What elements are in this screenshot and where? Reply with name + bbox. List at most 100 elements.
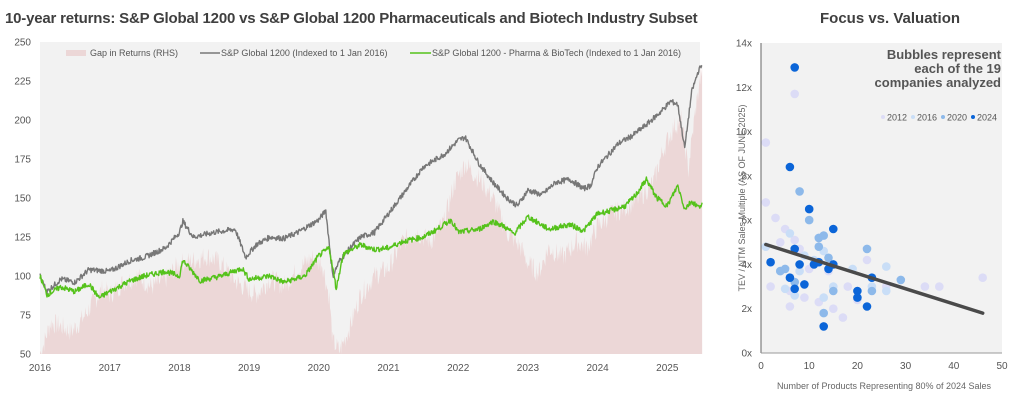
right-y-tick-label: 10x [736, 127, 752, 138]
line-global-1200 [39, 64, 703, 295]
left-y-tick-label: 225 [14, 77, 31, 88]
scatter-point-2020 [814, 242, 824, 251]
right-legend: 2012 2016 2020 2024 [881, 113, 997, 123]
legend-marker-2020 [941, 115, 945, 119]
scatter-point-2020 [780, 264, 790, 274]
left-y-tick-label: 100 [14, 272, 31, 283]
left-x-tick-label: 2022 [447, 363, 470, 374]
line-pharma-biotech [39, 176, 703, 299]
scatter-point-2012 [790, 235, 799, 245]
right-y-axis-label: TEV / NTM Sales Multiple (AS OF JUNE 202… [737, 104, 747, 291]
legend-marker-2024 [971, 115, 975, 119]
right-y-tick-label: 4x [741, 260, 752, 271]
scatter-point-2020 [862, 244, 872, 254]
legend-label-2012: 2012 [887, 113, 907, 123]
scatter-point-2012 [843, 282, 853, 291]
left-x-tick-label: 2024 [586, 363, 609, 374]
right-y-tick-label: 0x [741, 349, 752, 360]
left-x-tick-label: 2025 [656, 363, 679, 374]
right-x-tick-label: 40 [948, 361, 960, 372]
legend-label-2020: 2020 [947, 113, 967, 123]
right-x-tick-label: 20 [852, 361, 864, 372]
scatter-point-2024 [790, 284, 799, 294]
legend-label-2024: 2024 [977, 113, 997, 123]
left-y-tick-label: 50 [20, 350, 32, 361]
right-x-tick-label: 0 [758, 361, 764, 372]
scatter-point-2012 [935, 282, 944, 291]
legend-label-pharma: S&P Global 1200 - Pharma & BioTech (Inde… [432, 48, 681, 58]
right-y-tick-label: 2x [741, 304, 752, 315]
left-legend: Gap in Returns (RHS) S&P Global 1200 (In… [66, 48, 681, 58]
legend-label-gap: Gap in Returns (RHS) [90, 48, 178, 58]
scatter-point-2016 [780, 284, 790, 294]
legend-swatch-gap [66, 50, 86, 56]
scatter-point-2024 [804, 204, 814, 214]
scatter-point-2016 [790, 291, 799, 300]
right-y-axis: 0x 2x 4x 6x 8x 10x 12x 14x [736, 39, 752, 360]
left-x-tick-label: 2020 [308, 363, 331, 374]
scatter-point-2012 [776, 238, 785, 247]
scatter-point-2016 [785, 229, 795, 238]
right-y-tick-label: 6x [741, 216, 752, 227]
left-x-tick-label: 2016 [29, 363, 52, 374]
scatter-point-2020 [824, 253, 833, 263]
gap-area-layer [40, 65, 703, 355]
left-x-tick-label: 2023 [517, 363, 540, 374]
scatter-point-2024 [790, 63, 799, 72]
right-x-tick-label: 50 [996, 361, 1008, 372]
left-x-tick-label: 2018 [168, 363, 191, 374]
right-x-axis-label: Number of Products Representing 80% of 2… [777, 381, 992, 391]
lines-layer [39, 64, 703, 299]
scatter-point-2012 [761, 138, 771, 147]
left-chart-title: 10-year returns: S&P Global 1200 vs S&P … [5, 10, 698, 27]
left-x-tick-label: 2021 [377, 363, 400, 374]
scatter-point-2012 [920, 282, 930, 291]
left-x-tick-label: 2017 [99, 363, 122, 374]
annotation-line-1: Bubbles represent [887, 47, 1002, 62]
scatter-point-2012 [785, 302, 795, 311]
scatter-point-2012 [862, 255, 872, 265]
gap-area [40, 65, 703, 355]
scatter-point-2024 [862, 302, 872, 311]
legend-label-global: S&P Global 1200 (Indexed to 1 Jan 2016) [221, 48, 387, 58]
scatter-point-2024 [785, 273, 795, 283]
scatter-point-2012 [838, 313, 848, 322]
legend-marker-2016 [911, 115, 915, 119]
scatter-point-2024 [766, 257, 775, 267]
left-y-tick-label: 75 [20, 311, 32, 322]
scatter-point-2020 [829, 286, 838, 296]
scatter-point-2024 [795, 260, 804, 269]
scatter-point-2012 [800, 293, 809, 302]
scatter-point-2020 [896, 275, 906, 285]
scatter-point-2016 [882, 286, 891, 296]
scatter-point-2012 [761, 198, 771, 207]
scatter-point-2016 [882, 262, 891, 271]
scatter-point-2024 [800, 280, 809, 289]
scatter-point-2024 [853, 286, 862, 296]
scatter-point-2024 [853, 293, 862, 302]
left-y-tick-label: 175 [14, 155, 31, 166]
right-x-tick-label: 10 [804, 361, 816, 372]
scatter-point-2020 [867, 286, 877, 296]
scatter-point-2024 [829, 224, 838, 234]
left-y-tick-label: 150 [14, 194, 31, 205]
right-x-tick-label: 30 [900, 361, 912, 372]
right-y-tick-label: 12x [736, 83, 752, 94]
left-x-axis: 2016 2017 2018 2019 2020 2021 2022 2023 2024 2025 [29, 363, 679, 374]
scatter-chart: 0x 2x 4x 6x 8x 10x 12x 14x 0 10 20 30 40 50 Bubbles … [736, 39, 1008, 392]
legend-marker-2012 [881, 115, 885, 119]
scatter-point-2020 [804, 215, 814, 225]
scatter-point-2020 [819, 231, 828, 240]
right-y-tick-label: 14x [736, 39, 752, 50]
annotation-line-2: each of the 19 [914, 61, 1001, 76]
scatter-point-2024 [819, 322, 828, 331]
left-y-axis: 50 75 100 125 150 175 200 225 250 [14, 38, 31, 361]
annotation-line-3: companies analyzed [875, 75, 1001, 90]
scatter-point-2016 [795, 266, 804, 276]
legend-label-2016: 2016 [917, 113, 937, 123]
scatter-point-2012 [771, 213, 780, 223]
scatter-point-2024 [785, 162, 795, 172]
right-plot-area [761, 43, 1002, 353]
